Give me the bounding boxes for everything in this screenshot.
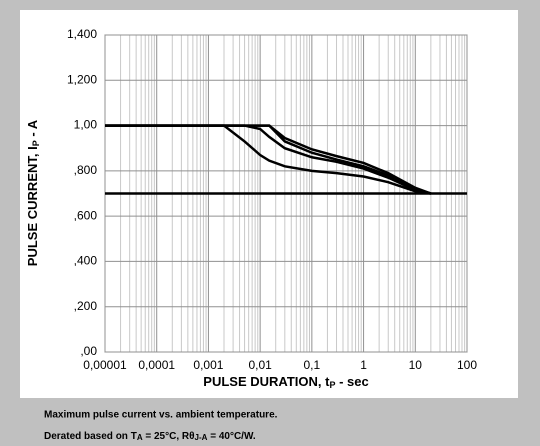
y-tick-label: 1,400 xyxy=(67,27,97,41)
series-line xyxy=(105,124,432,195)
x-tick-label: 0,00001 xyxy=(83,358,127,372)
x-tick-label: 0,01 xyxy=(248,358,272,372)
x-tick-label: 10 xyxy=(409,358,423,372)
y-tick-label: ,00 xyxy=(80,344,97,358)
x-tick-label: 1 xyxy=(360,358,367,372)
x-axis-label: PULSE DURATION, tP - sec xyxy=(203,374,368,390)
y-tick-label: ,200 xyxy=(74,299,98,313)
x-tick-label: 0,0001 xyxy=(138,358,175,372)
y-tick-label: 1,00 xyxy=(74,118,98,132)
caption-line: Maximum pulse current vs. ambient temper… xyxy=(44,410,278,421)
x-tick-label: 100 xyxy=(457,358,477,372)
series-line xyxy=(105,124,432,195)
x-tick-label: 0,001 xyxy=(193,358,223,372)
y-tick-label: ,400 xyxy=(74,254,98,268)
y-axis-label: PULSE CURRENT, IP - A xyxy=(25,119,41,266)
y-tick-label: ,600 xyxy=(74,208,98,222)
caption-line: Derated based on TA = 25°C, RθJ-A = 40°C… xyxy=(44,431,256,442)
y-tick-label: ,800 xyxy=(74,163,98,177)
x-tick-label: 0,1 xyxy=(304,358,321,372)
y-tick-label: 1,200 xyxy=(67,72,97,86)
